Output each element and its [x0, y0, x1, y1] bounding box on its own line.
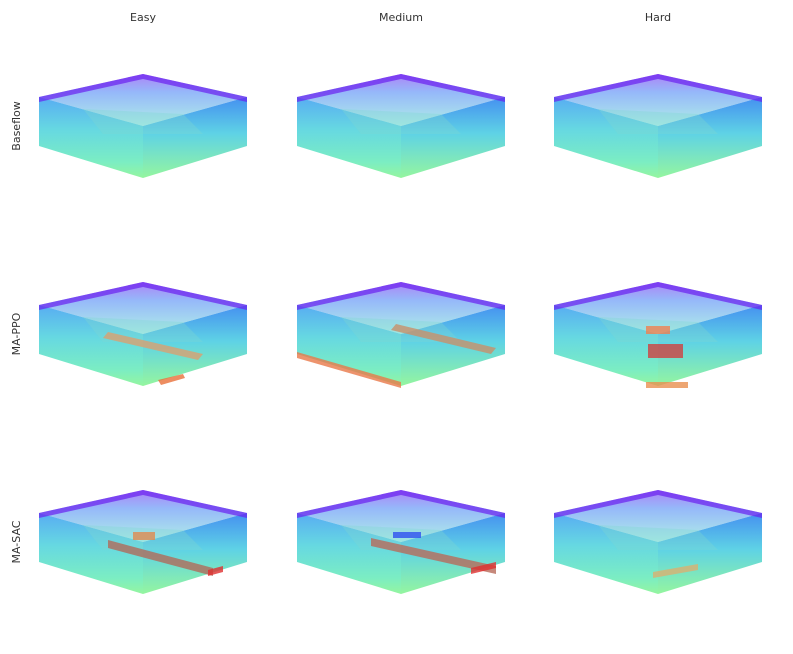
box-inner — [598, 109, 718, 134]
box-top-edge — [554, 74, 762, 102]
volume-render — [39, 490, 247, 594]
box-top-edge — [39, 490, 247, 518]
box-top-edge — [554, 490, 762, 518]
hot-spot — [646, 382, 688, 388]
box-inner — [83, 109, 203, 134]
hot-spot — [158, 374, 185, 385]
box-left-face — [297, 513, 401, 594]
box-right-face — [143, 97, 247, 178]
volume-render — [554, 490, 762, 594]
volume-render — [297, 282, 505, 388]
box-top-edge — [297, 490, 505, 518]
box-left-face — [554, 305, 658, 386]
box-top-edge — [297, 74, 505, 102]
box-left-face — [39, 513, 143, 594]
box-inner — [341, 109, 461, 134]
volume-render — [554, 74, 762, 178]
box-top-edge — [554, 282, 762, 310]
volume-render — [39, 282, 247, 386]
row-label: MA-SAC — [10, 520, 23, 563]
hot-spot — [391, 324, 496, 354]
volume-render — [554, 282, 762, 388]
box-inner — [598, 525, 718, 550]
hot-spot — [371, 538, 496, 574]
box-left-face — [39, 97, 143, 178]
box-left-face — [39, 305, 143, 386]
hot-spot — [653, 564, 698, 578]
box-left-face — [297, 305, 401, 386]
box-right-face — [401, 305, 505, 386]
volume-render — [39, 74, 247, 178]
box-right-face — [401, 97, 505, 178]
box-right-face — [658, 97, 762, 178]
volume-render — [297, 490, 505, 594]
box-top-edge — [39, 282, 247, 310]
column-label: Medium — [379, 11, 423, 24]
hot-spot — [133, 532, 155, 540]
box-right-face — [143, 305, 247, 386]
column-label: Hard — [645, 11, 671, 24]
box-right-face — [658, 305, 762, 386]
hot-spot — [297, 352, 401, 388]
hot-spot — [208, 566, 223, 576]
row-label: Baseflow — [10, 101, 23, 150]
box-top-edge — [297, 282, 505, 310]
box-top-edge — [39, 74, 247, 102]
hot-spot — [646, 326, 670, 334]
box-right-face — [658, 513, 762, 594]
box-right-face — [143, 513, 247, 594]
row-label: MA-PPO — [10, 312, 23, 355]
column-label: Easy — [130, 11, 156, 24]
hot-spot — [393, 532, 421, 538]
hot-spot — [471, 562, 496, 574]
hot-spot — [103, 332, 203, 360]
box-left-face — [554, 97, 658, 178]
hot-spot — [648, 344, 683, 358]
box-left-face — [554, 513, 658, 594]
hot-spot — [108, 540, 213, 576]
volume-render — [297, 74, 505, 178]
box-right-face — [401, 513, 505, 594]
box-left-face — [297, 97, 401, 178]
